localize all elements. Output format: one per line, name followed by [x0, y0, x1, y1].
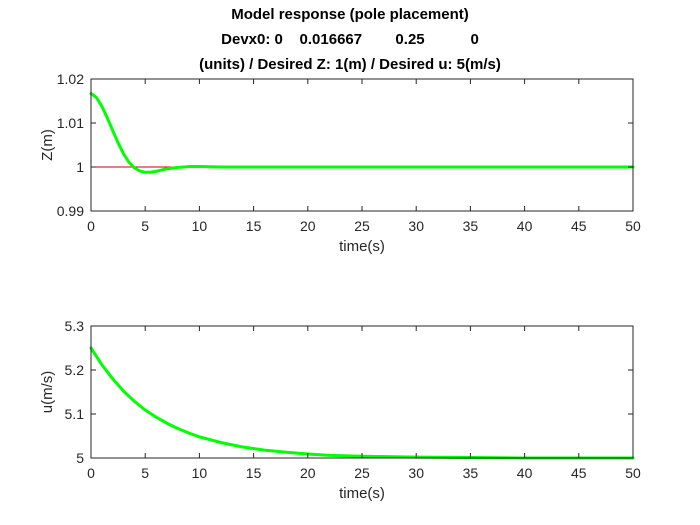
u-x-axis-label: time(s) [339, 485, 385, 502]
z-x-tick-label: 15 [246, 218, 262, 234]
z-y-axis-label: Z(m) [39, 129, 56, 161]
z-x-axis-label: time(s) [339, 238, 385, 255]
u-x-tick-label: 5 [141, 465, 149, 481]
z-y-tick-label: 1 [76, 159, 84, 175]
z-x-tick-label: 30 [408, 218, 424, 234]
z-x-tick-label: 20 [300, 218, 316, 234]
figure-title-line-1: Model response (pole placement) [231, 6, 469, 23]
z-x-tick-label: 35 [463, 218, 479, 234]
u-x-tick-label: 20 [300, 465, 316, 481]
z-response-line [89, 92, 635, 174]
u-x-tick-label: 10 [192, 465, 208, 481]
z-x-tick-label: 0 [87, 218, 95, 234]
z-response-plot: 0 5 10 15 20 25 30 35 40 45 50 0.99 1 1.01 1.02 time(s)… [39, 71, 641, 255]
u-y-tick-label: 5.2 [65, 362, 85, 378]
u-x-tick-label: 0 [87, 465, 95, 481]
u-response-plot: 0 5 10 15 20 25 30 35 40 45 5055.15.25.3time(s)u(m… [39, 318, 641, 502]
z-x-tick-label: 45 [571, 218, 587, 234]
z-x-tick-label: 50 [625, 218, 641, 234]
z-x-tick-label: 25 [354, 218, 370, 234]
z-y-tick-label: 0.99 [57, 203, 84, 219]
u-x-tick-label: 45 [571, 465, 587, 481]
u-x-tick-label: 30 [408, 465, 424, 481]
u-x-tick-label: 50 [625, 465, 641, 481]
u-y-tick-label: 5.1 [65, 406, 85, 422]
z-x-tick-label: 5 [141, 218, 149, 234]
u-x-tick-label: 15 [246, 465, 262, 481]
z-y-tick-label: 1.02 [57, 71, 84, 87]
u-plot-area [91, 326, 633, 458]
z-x-tick-label: 40 [517, 218, 533, 234]
u-y-tick-label: 5 [76, 450, 84, 466]
figure-title-line-2: Devx0: 0 0.016667 0.25 0 [221, 31, 479, 48]
z-x-tick-label: 10 [192, 218, 208, 234]
u-x-tick-label: 40 [517, 465, 533, 481]
figure-title-line-3: (units) / Desired Z: 1(m) / Desired u: 5… [199, 56, 501, 73]
u-x-tick-label: 25 [354, 465, 370, 481]
u-response-line [89, 346, 635, 460]
u-y-tick-label: 5.3 [65, 318, 85, 334]
u-y-axis-label: u(m/s) [39, 371, 56, 414]
z-y-tick-label: 1.01 [57, 115, 84, 131]
u-x-tick-label: 35 [463, 465, 479, 481]
z-plot-area [91, 79, 633, 211]
